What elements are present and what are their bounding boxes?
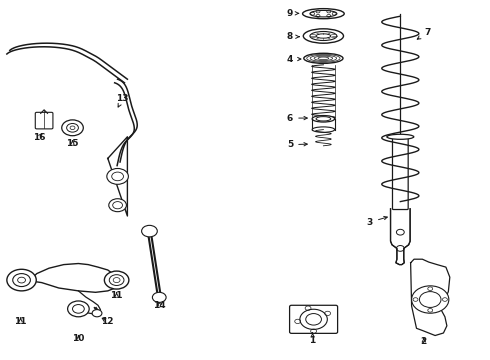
Text: 12: 12 — [100, 317, 113, 325]
Circle shape — [7, 269, 36, 291]
Circle shape — [92, 310, 102, 317]
Text: 11: 11 — [110, 291, 123, 300]
Circle shape — [104, 271, 129, 289]
Polygon shape — [78, 291, 100, 314]
Text: 11: 11 — [14, 317, 27, 325]
Text: 6: 6 — [287, 113, 307, 122]
Polygon shape — [411, 259, 450, 336]
Ellipse shape — [303, 29, 343, 43]
Text: 14: 14 — [153, 301, 166, 310]
Text: 13: 13 — [116, 94, 129, 107]
FancyBboxPatch shape — [35, 112, 53, 129]
Circle shape — [68, 301, 89, 317]
FancyBboxPatch shape — [392, 136, 408, 210]
Ellipse shape — [312, 116, 335, 122]
Text: 8: 8 — [287, 32, 299, 41]
Circle shape — [62, 120, 83, 136]
Text: 5: 5 — [287, 140, 307, 149]
Circle shape — [300, 309, 327, 329]
Circle shape — [109, 199, 126, 212]
Polygon shape — [108, 137, 127, 216]
Text: 4: 4 — [287, 55, 301, 63]
Text: 3: 3 — [367, 216, 387, 227]
Text: 7: 7 — [417, 28, 431, 39]
Text: 9: 9 — [287, 9, 299, 18]
Circle shape — [142, 225, 157, 237]
Ellipse shape — [387, 134, 414, 139]
Text: 10: 10 — [72, 334, 85, 343]
Text: 16: 16 — [33, 133, 46, 142]
Circle shape — [412, 286, 449, 313]
Text: 1: 1 — [310, 333, 316, 345]
Ellipse shape — [304, 53, 343, 63]
FancyBboxPatch shape — [290, 305, 338, 333]
Ellipse shape — [303, 9, 344, 19]
Polygon shape — [391, 209, 410, 265]
Ellipse shape — [312, 127, 335, 132]
Circle shape — [152, 292, 166, 302]
Text: 15: 15 — [66, 139, 79, 148]
Text: 2: 2 — [421, 337, 427, 346]
Circle shape — [107, 168, 128, 184]
Polygon shape — [29, 264, 118, 292]
